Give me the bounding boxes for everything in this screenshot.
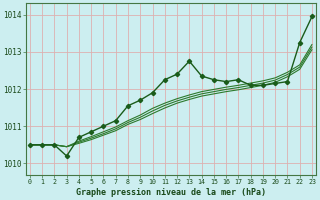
X-axis label: Graphe pression niveau de la mer (hPa): Graphe pression niveau de la mer (hPa) xyxy=(76,188,266,197)
